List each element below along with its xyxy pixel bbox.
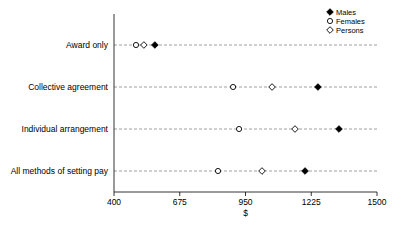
dot <box>269 84 276 91</box>
dot <box>302 168 309 175</box>
dot <box>236 126 241 131</box>
x-axis-label: $ <box>243 208 248 218</box>
category-label: Individual arrangement <box>22 124 109 134</box>
x-tick <box>179 192 180 196</box>
dot <box>152 42 159 49</box>
dot <box>133 42 138 47</box>
dot <box>336 126 343 133</box>
dot <box>215 168 220 173</box>
x-tick <box>311 192 312 196</box>
x-tick <box>245 192 246 196</box>
x-tick-label: 400 <box>107 197 121 207</box>
legend-marker <box>327 9 334 16</box>
grid-line <box>114 87 377 88</box>
dot <box>315 84 322 91</box>
legend-label: Males <box>336 8 356 17</box>
y-axis <box>114 14 115 192</box>
category-label: Collective agreement <box>28 82 108 92</box>
grid-line <box>114 171 377 172</box>
x-tick <box>377 192 378 196</box>
x-tick-label: 950 <box>238 197 252 207</box>
dot <box>259 168 266 175</box>
dot <box>230 84 235 89</box>
dot <box>292 126 299 133</box>
x-tick-label: 1500 <box>368 197 387 207</box>
legend-marker <box>327 18 332 23</box>
chart-container: Award only Collective agreement Individual… <box>0 0 397 227</box>
plot-area <box>133 42 342 175</box>
legend-marker <box>327 27 334 34</box>
x-tick <box>114 192 115 196</box>
category-label: Award only <box>66 40 109 50</box>
category-label: All methods of setting pay <box>11 166 109 176</box>
x-tick-label: 1225 <box>302 197 321 207</box>
dot <box>141 42 148 49</box>
x-tick-label: 675 <box>173 197 187 207</box>
legend-label: Females <box>336 17 365 26</box>
chart: Award only Collective agreement Individual… <box>0 0 397 227</box>
legend-label: Persons <box>336 26 364 35</box>
